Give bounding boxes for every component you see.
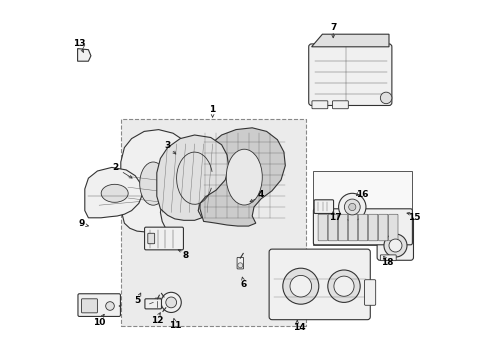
Polygon shape bbox=[157, 135, 229, 220]
Ellipse shape bbox=[140, 162, 167, 205]
FancyBboxPatch shape bbox=[314, 209, 413, 245]
Circle shape bbox=[161, 292, 181, 312]
Polygon shape bbox=[312, 34, 389, 47]
Circle shape bbox=[389, 239, 402, 252]
Text: 5: 5 bbox=[134, 296, 140, 305]
FancyBboxPatch shape bbox=[314, 200, 334, 213]
Circle shape bbox=[328, 270, 360, 302]
FancyBboxPatch shape bbox=[237, 257, 244, 269]
Text: 14: 14 bbox=[293, 323, 305, 332]
Text: 8: 8 bbox=[182, 251, 189, 260]
FancyBboxPatch shape bbox=[309, 44, 392, 105]
FancyBboxPatch shape bbox=[312, 101, 328, 109]
Text: 10: 10 bbox=[93, 318, 105, 327]
FancyBboxPatch shape bbox=[358, 214, 368, 241]
Circle shape bbox=[283, 268, 319, 304]
Text: 2: 2 bbox=[112, 163, 119, 172]
Text: 1: 1 bbox=[210, 105, 216, 114]
Text: 3: 3 bbox=[165, 141, 171, 150]
FancyBboxPatch shape bbox=[379, 214, 388, 241]
Text: 6: 6 bbox=[240, 280, 246, 289]
Text: 11: 11 bbox=[169, 321, 181, 330]
FancyBboxPatch shape bbox=[78, 294, 121, 316]
Text: 7: 7 bbox=[330, 22, 337, 31]
FancyBboxPatch shape bbox=[145, 299, 162, 309]
Polygon shape bbox=[77, 49, 91, 61]
Bar bbox=[314, 171, 413, 245]
Circle shape bbox=[334, 276, 354, 296]
Circle shape bbox=[339, 193, 366, 221]
FancyBboxPatch shape bbox=[148, 233, 155, 244]
Circle shape bbox=[384, 234, 407, 257]
Polygon shape bbox=[85, 167, 143, 218]
FancyBboxPatch shape bbox=[145, 227, 183, 250]
Ellipse shape bbox=[101, 184, 128, 202]
FancyBboxPatch shape bbox=[155, 298, 161, 309]
FancyBboxPatch shape bbox=[389, 214, 398, 241]
Text: 13: 13 bbox=[73, 39, 86, 48]
Text: 9: 9 bbox=[78, 219, 84, 228]
Circle shape bbox=[349, 203, 356, 211]
Text: 16: 16 bbox=[356, 190, 368, 199]
FancyBboxPatch shape bbox=[348, 214, 358, 241]
Circle shape bbox=[290, 275, 312, 297]
Bar bbox=[121, 119, 306, 326]
Text: 12: 12 bbox=[150, 316, 163, 325]
FancyBboxPatch shape bbox=[269, 249, 370, 320]
FancyBboxPatch shape bbox=[368, 214, 378, 241]
FancyBboxPatch shape bbox=[81, 299, 98, 313]
FancyBboxPatch shape bbox=[380, 255, 396, 261]
Circle shape bbox=[166, 297, 176, 308]
Circle shape bbox=[238, 263, 243, 268]
Circle shape bbox=[380, 92, 392, 104]
Text: 17: 17 bbox=[329, 213, 342, 222]
Text: 15: 15 bbox=[408, 213, 420, 222]
Circle shape bbox=[106, 302, 114, 310]
FancyBboxPatch shape bbox=[328, 214, 338, 241]
FancyBboxPatch shape bbox=[338, 214, 347, 241]
Text: 4: 4 bbox=[258, 190, 265, 199]
Polygon shape bbox=[121, 130, 193, 232]
Circle shape bbox=[344, 199, 360, 215]
Text: 18: 18 bbox=[381, 258, 393, 267]
Ellipse shape bbox=[226, 149, 262, 205]
FancyBboxPatch shape bbox=[365, 280, 376, 305]
FancyBboxPatch shape bbox=[377, 217, 414, 260]
FancyBboxPatch shape bbox=[333, 101, 348, 109]
FancyBboxPatch shape bbox=[318, 214, 327, 241]
Polygon shape bbox=[200, 128, 285, 226]
